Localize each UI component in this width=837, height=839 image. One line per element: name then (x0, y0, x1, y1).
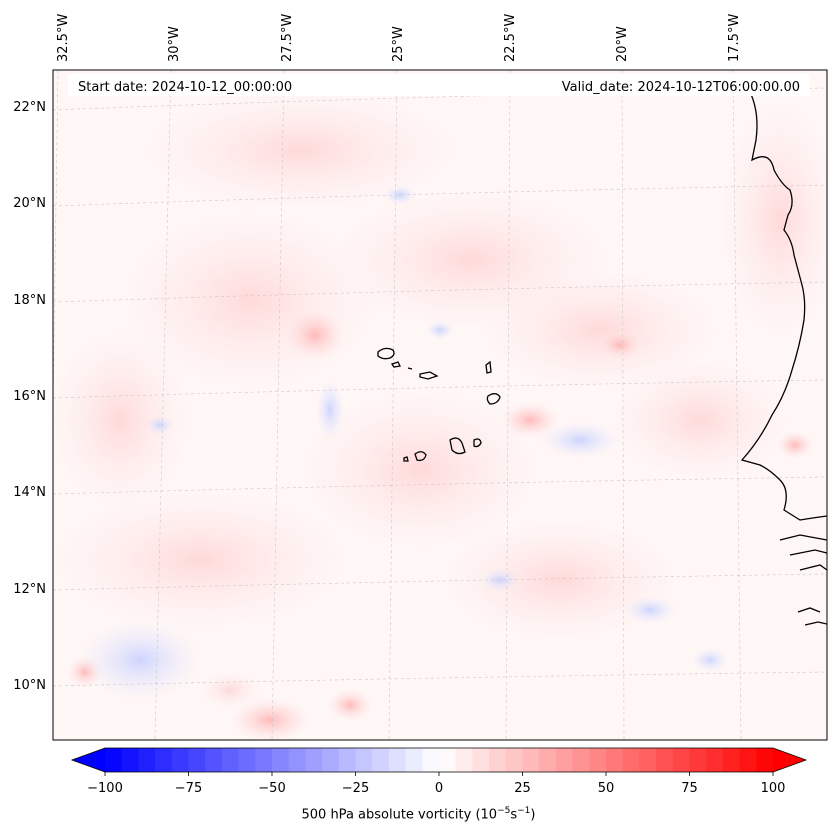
colorbar-segment (105, 748, 123, 772)
colorbar-segment (656, 748, 674, 772)
colorbar-tick-label: −25 (342, 781, 369, 796)
lat-label: 18°N (13, 293, 46, 308)
colorbar-segment (422, 748, 440, 772)
colorbar-segment (288, 748, 306, 772)
lon-label: 22.5°W (503, 14, 518, 62)
colorbar-segment (138, 748, 156, 772)
colorbar-segment (756, 748, 774, 772)
lon-label: 27.5°W (280, 14, 295, 62)
colorbar-segment (689, 748, 707, 772)
colorbar-segment (205, 748, 223, 772)
colorbar-segment (739, 748, 757, 772)
colorbar-segment (639, 748, 657, 772)
colorbar-segment (188, 748, 206, 772)
colorbar-segment (121, 748, 139, 772)
colorbar-extend-min (72, 748, 105, 772)
colorbar-segment (522, 748, 540, 772)
colorbar-segment (388, 748, 407, 772)
colorbar-label: 500 hPa absolute vorticity (10−5s−1) (301, 806, 536, 823)
lon-label: 25°W (391, 26, 406, 62)
colorbar-segment (338, 748, 356, 772)
colorbar-segment (155, 748, 173, 772)
lat-label: 16°N (13, 389, 46, 404)
latitude-labels: 22°N 20°N 18°N 16°N 14°N 12°N 10°N (13, 100, 46, 693)
colorbar-tick-label: −100 (87, 781, 123, 796)
colorbar-segment (555, 748, 574, 772)
colorbar-tick-label: 50 (598, 781, 615, 796)
colorbar-segment (589, 748, 607, 772)
colorbar-segment (722, 748, 741, 772)
lon-label: 32.5°W (56, 14, 71, 62)
lon-label: 30°W (167, 26, 182, 62)
colorbar-segment (622, 748, 640, 772)
lon-label: 20°W (615, 26, 630, 62)
colorbar-segment (505, 748, 523, 772)
colorbar-segment (272, 748, 290, 772)
colorbar-segment (572, 748, 590, 772)
colorbar-tick-label: −75 (175, 781, 202, 796)
colorbar-segment (472, 748, 490, 772)
colorbar-tick-label: 75 (681, 781, 698, 796)
colorbar-segment (238, 748, 256, 772)
colorbar-segment (455, 748, 473, 772)
start-date-label: Start date: 2024-10-12_00:00:00 (78, 80, 292, 95)
gridlines (53, 70, 827, 740)
colorbar (70, 747, 808, 773)
colorbar-segment (489, 748, 507, 772)
colorbar-segment (221, 748, 240, 772)
colorbar-segment (672, 748, 690, 772)
date-label-box (68, 74, 810, 96)
lat-label: 10°N (13, 678, 46, 693)
colorbar-segment (706, 748, 724, 772)
colorbar-extend-max (773, 748, 806, 772)
longitude-labels: 32.5°W 30°W 27.5°W 25°W 22.5°W 20°W 17.5… (56, 14, 742, 62)
colorbar-ticks: −100 −75 −50 −25 0 25 50 75 100 (87, 772, 785, 796)
colorbar-segment (322, 748, 340, 772)
colorbar-segment (355, 748, 373, 772)
colorbar-segment (439, 748, 457, 772)
colorbar-tick-label: 0 (435, 781, 443, 796)
colorbar-segment (539, 748, 557, 772)
colorbar-segment (405, 748, 423, 772)
coastlines (377, 87, 827, 626)
lon-label: 17.5°W (727, 14, 742, 62)
lat-label: 14°N (13, 485, 46, 500)
colorbar-tick-label: 25 (514, 781, 531, 796)
lat-label: 12°N (13, 582, 46, 597)
colorbar-segment (171, 748, 189, 772)
map-frame (52, 69, 828, 741)
valid-date-label: Valid_date: 2024-10-12T06:00:00.00 (562, 80, 800, 95)
colorbar-segment (305, 748, 323, 772)
colorbar-tick-label: −50 (258, 781, 285, 796)
vorticity-field (53, 70, 827, 740)
colorbar-segment (606, 748, 624, 772)
lat-label: 22°N (13, 100, 46, 115)
colorbar-tick-label: 100 (761, 781, 786, 796)
lat-label: 20°N (13, 196, 46, 211)
colorbar-segment (372, 748, 390, 772)
colorbar-segment (255, 748, 273, 772)
